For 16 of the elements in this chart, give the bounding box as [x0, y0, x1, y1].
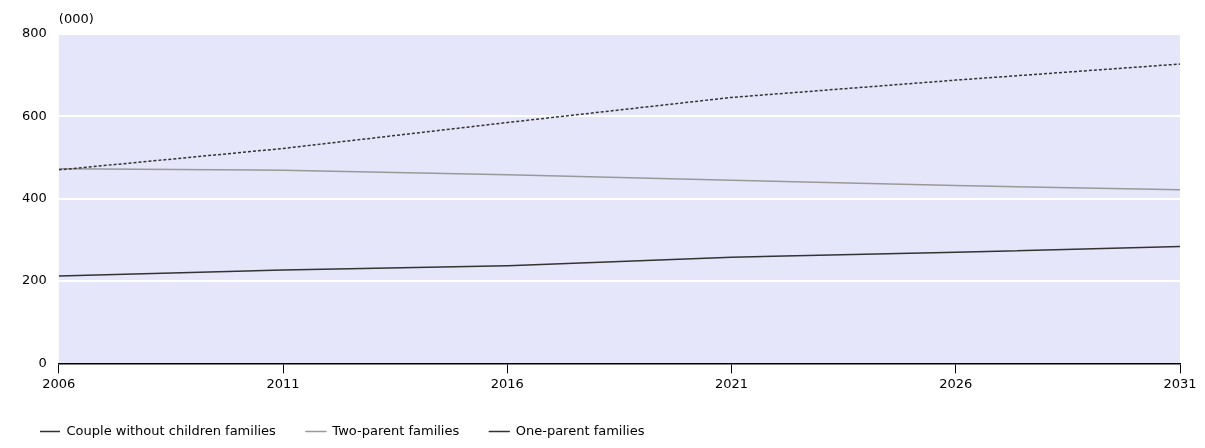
y-tick-label: 400 — [21, 190, 47, 206]
y-tick-label: 800 — [21, 25, 47, 41]
y-tick-label: 200 — [21, 272, 47, 288]
x-tick-label: 2011 — [266, 375, 300, 391]
legend-label: Couple without children families — [66, 422, 277, 438]
x-tick-label: 2031 — [1163, 375, 1197, 391]
y-axis-title: (000) — [58, 10, 94, 26]
legend-label: One-parent families — [515, 422, 645, 438]
x-tick-label: 2016 — [490, 375, 524, 391]
x-tick-label: 2006 — [42, 375, 76, 391]
y-tick-label: 0 — [38, 354, 47, 370]
line-series — [58, 63, 1180, 171]
legend-label: Two-parent families — [331, 422, 460, 438]
x-tick-label: 2021 — [714, 375, 749, 391]
x-tick-label: 2026 — [939, 375, 973, 391]
y-tick-label: 600 — [21, 107, 47, 123]
